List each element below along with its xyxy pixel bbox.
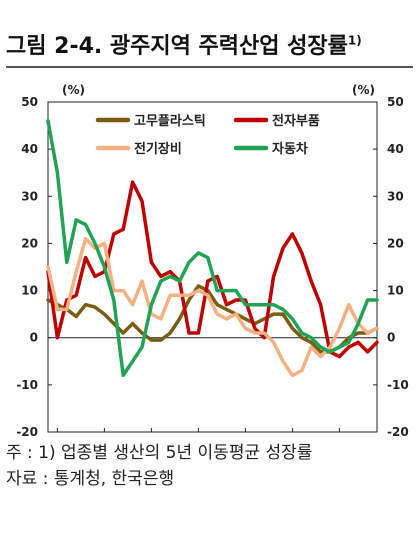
legend-label: 고무플라스틱 <box>134 113 206 129</box>
y-tick-label-left: 20 <box>21 236 38 250</box>
y-tick-label-left: 0 <box>30 331 38 345</box>
y-tick-label-right: 50 <box>387 95 404 109</box>
chart-title: 그림 2-4. 광주지역 주력산업 성장률1) <box>6 28 362 60</box>
legend-label: 자동차 <box>272 141 308 157</box>
chart-title-text: 그림 2-4. 광주지역 주력산업 성장률 <box>6 34 348 59</box>
legend-label: 전기장비 <box>134 141 182 157</box>
title-divider <box>6 66 413 68</box>
legend-label: 전자부품 <box>272 113 320 129</box>
y-tick-label-right: -10 <box>387 378 409 392</box>
y-tick-label-right: 10 <box>387 284 404 298</box>
series-line <box>46 119 379 378</box>
footnote-line: 주 : 1) 업종별 생산의 5년 이동평균 성장률 <box>6 443 313 463</box>
chart-notes: 주 : 1) 업종별 생산의 5년 이동평균 성장률 자료 : 통계청, 한국은… <box>6 440 312 492</box>
y-unit-right: (%) <box>352 83 375 97</box>
chart-plot: -20 -20 -10 -10 0 0 10 10 20 20 30 30 40 40 50 50 (%) (%)… <box>16 83 409 439</box>
y-unit-left: (%) <box>62 83 85 97</box>
y-tick-label-left: -10 <box>16 378 38 392</box>
source-line: 자료 : 통계청, 한국은행 <box>6 469 175 489</box>
y-tick-label-left: 10 <box>21 284 38 298</box>
y-tick-label-right: -20 <box>387 425 409 439</box>
y-tick-label-left: -20 <box>16 425 38 439</box>
y-tick-label-right: 20 <box>387 236 404 250</box>
series-line <box>46 236 379 378</box>
y-tick-label-left: 40 <box>21 142 38 156</box>
y-tick-label-right: 40 <box>387 142 404 156</box>
y-tick-label-left: 50 <box>21 95 38 109</box>
title-footnote-mark: 1) <box>347 33 362 48</box>
y-tick-label-left: 30 <box>21 189 38 203</box>
series-line <box>46 284 379 354</box>
plot-frame <box>47 101 378 433</box>
y-tick-label-right: 0 <box>387 331 395 345</box>
y-tick-label-right: 30 <box>387 189 404 203</box>
